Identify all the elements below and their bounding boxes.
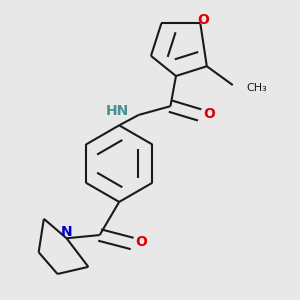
Text: N: N: [61, 225, 72, 239]
Text: O: O: [203, 106, 215, 121]
Text: O: O: [135, 235, 147, 249]
Text: CH₃: CH₃: [246, 83, 267, 93]
Text: HN: HN: [106, 104, 129, 118]
Text: O: O: [198, 13, 209, 26]
